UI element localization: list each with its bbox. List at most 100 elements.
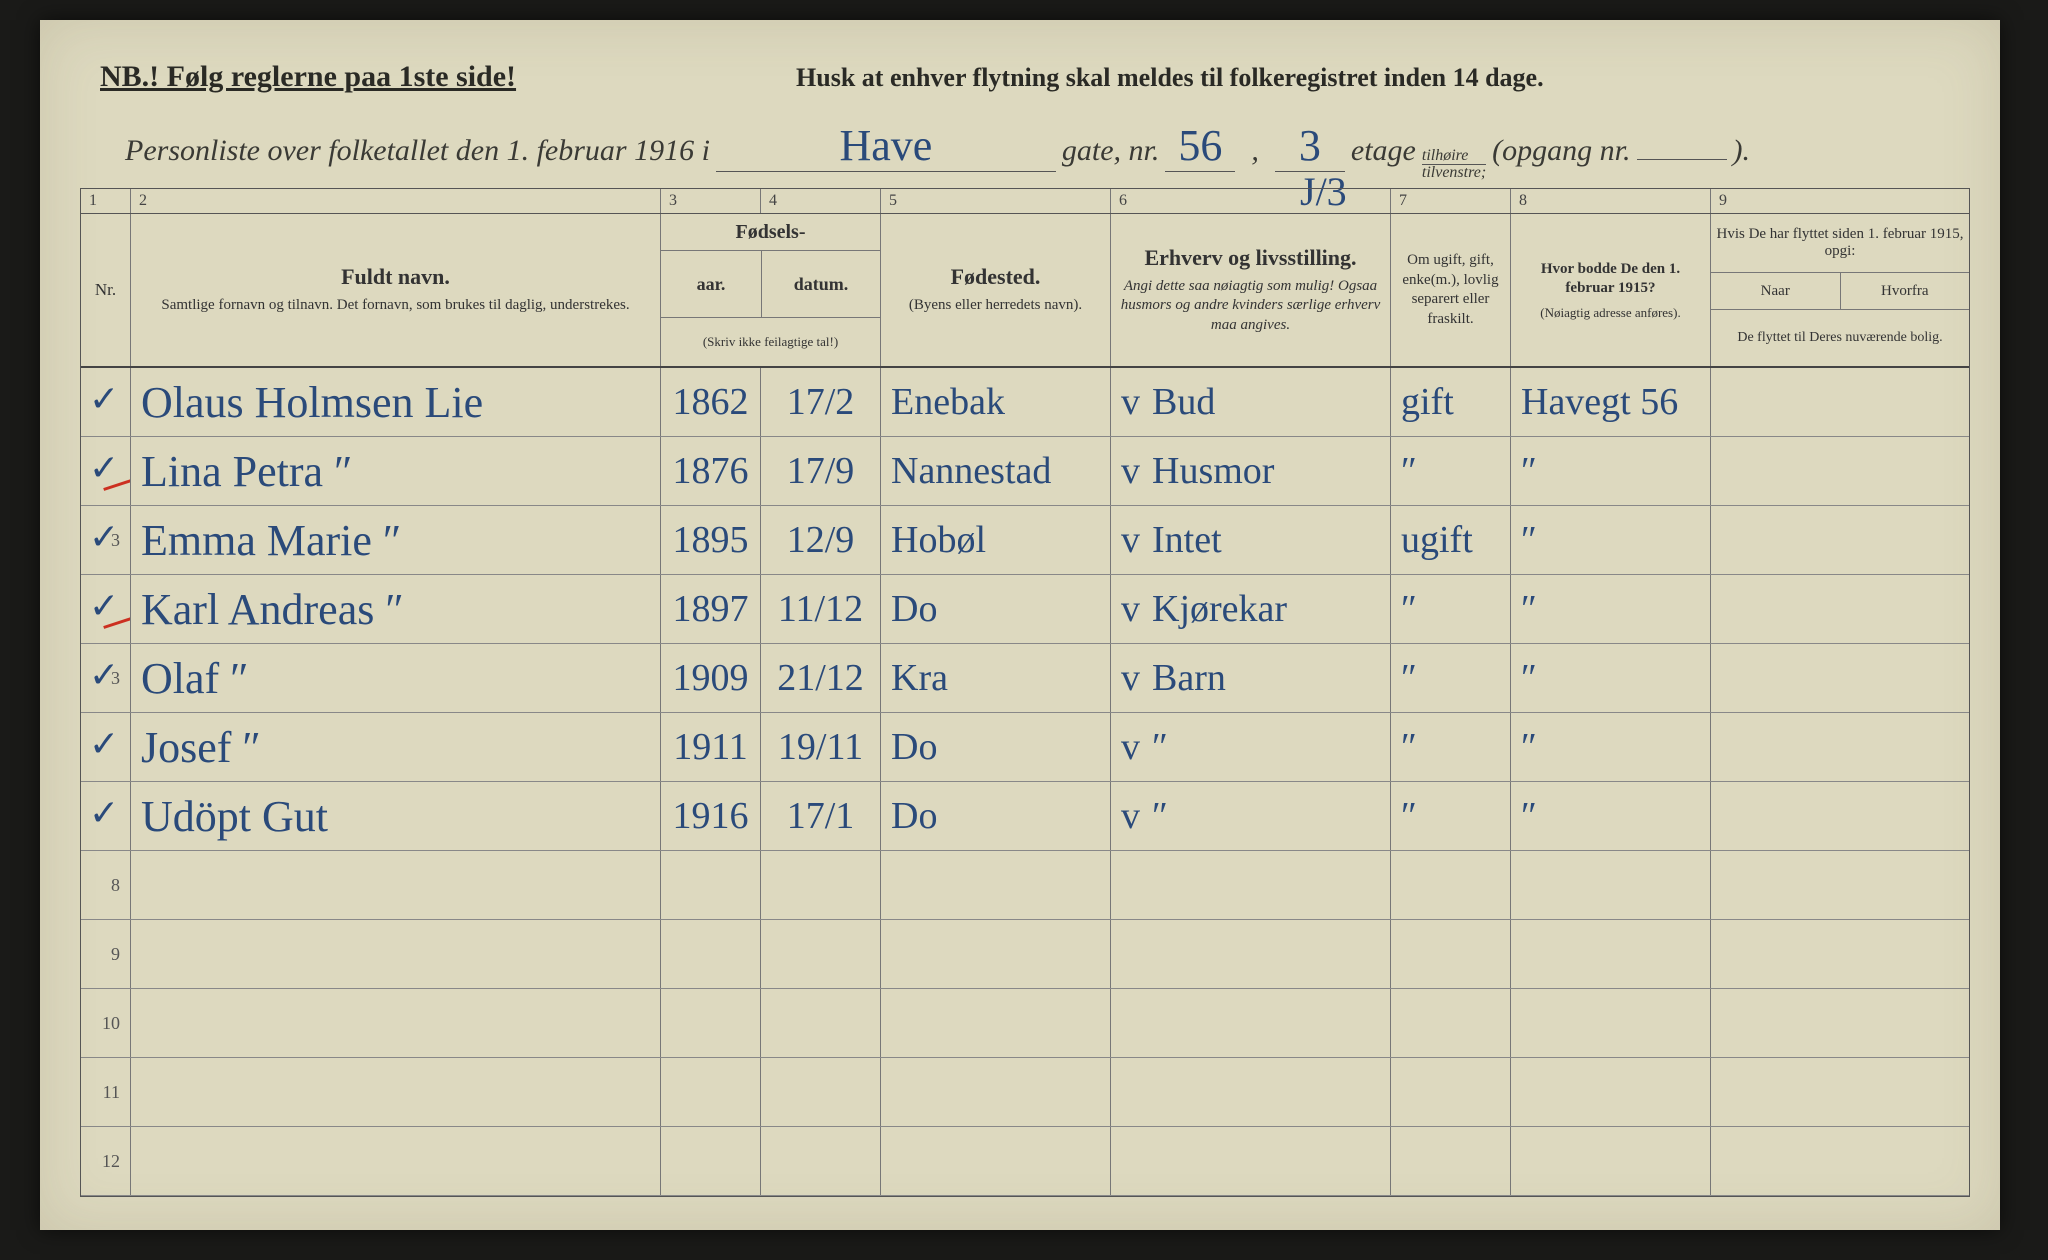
cell-place	[881, 920, 1111, 988]
cell-date	[761, 920, 881, 988]
cell-status	[1391, 851, 1511, 919]
cell-status: ″	[1391, 644, 1511, 712]
cell-moved	[1711, 713, 1969, 781]
cell-moved	[1711, 644, 1969, 712]
table-row: 8	[81, 851, 1969, 920]
etage-label: etage	[1351, 134, 1416, 168]
cell-status: gift	[1391, 368, 1511, 436]
cell-date	[761, 1058, 881, 1126]
cell-occupation	[1111, 1127, 1391, 1195]
cell-year	[661, 1058, 761, 1126]
cell-occupation: vHusmor	[1111, 437, 1391, 505]
cell-prev-addr: ″	[1511, 437, 1711, 505]
cell-year: 1897	[661, 575, 761, 643]
cell-place: Nannestad	[881, 437, 1111, 505]
top-instruction-line: NB.! Følg reglerne paa 1ste side! Husk a…	[100, 60, 1940, 94]
cell-moved	[1711, 989, 1969, 1057]
census-form-page: NB.! Følg reglerne paa 1ste side! Husk a…	[40, 20, 2000, 1230]
cell-date: 17/1	[761, 782, 881, 850]
cell-occupation	[1111, 851, 1391, 919]
cell-date	[761, 1127, 881, 1195]
table-row: ✓ 3 Emma Marie ″ 1895 12/9 Hobøl vIntet …	[81, 506, 1969, 575]
cell-occupation: vBarn	[1111, 644, 1391, 712]
cell-date: 19/11	[761, 713, 881, 781]
cell-year	[661, 1127, 761, 1195]
checkmark-icon: ✓	[89, 447, 119, 489]
cell-name: Udöpt Gut	[131, 782, 661, 850]
cell-prev-addr: ″	[1511, 506, 1711, 574]
table-row: ✓ Udöpt Gut 1916 17/1 Do v″ ″ ″	[81, 782, 1969, 851]
gate-nr-field: 56	[1165, 120, 1235, 172]
cell-prev-addr: ″	[1511, 575, 1711, 643]
cell-place: Do	[881, 782, 1111, 850]
cell-status: ″	[1391, 782, 1511, 850]
etage-field: 3	[1275, 120, 1345, 172]
row-nr: ✓	[81, 368, 131, 436]
table-row: 10	[81, 989, 1969, 1058]
cell-status: ″	[1391, 437, 1511, 505]
hdr-birthplace: Fødested. (Byens eller herredets navn).	[881, 214, 1111, 366]
cell-name: Olaus Holmsen Lie	[131, 368, 661, 436]
cell-occupation: v″	[1111, 713, 1391, 781]
table-row: ✓ Josef ″ 1911 19/11 Do v″ ″ ″	[81, 713, 1969, 782]
cell-date: 12/9	[761, 506, 881, 574]
hdr-prev-address: Hvor bodde De den 1. februar 1915? (Nøia…	[1511, 214, 1711, 366]
checkmark-icon: ✓	[89, 654, 119, 696]
cell-prev-addr: ″	[1511, 713, 1711, 781]
cell-moved	[1711, 575, 1969, 643]
cell-moved	[1711, 506, 1969, 574]
cell-status: ″	[1391, 713, 1511, 781]
hdr-name: Fuldt navn. Samtlige fornavn og tilnavn.…	[131, 214, 661, 366]
row-nr: ✓	[81, 575, 131, 643]
table-row: 11	[81, 1058, 1969, 1127]
cell-name: Karl Andreas ″	[131, 575, 661, 643]
table-row: 12	[81, 1127, 1969, 1196]
cell-status	[1391, 1127, 1511, 1195]
cell-year	[661, 989, 761, 1057]
cell-year	[661, 851, 761, 919]
row-nr: ✓	[81, 437, 131, 505]
row-nr: 10	[81, 989, 131, 1057]
title-prefix: Personliste over folketallet den 1. febr…	[125, 134, 710, 168]
cell-prev-addr: Havegt 56	[1511, 368, 1711, 436]
hdr-occupation: Erhverv og livsstilling. Angi dette saa …	[1111, 214, 1391, 366]
cell-place: Do	[881, 713, 1111, 781]
cell-place: Kra	[881, 644, 1111, 712]
cell-name	[131, 1127, 661, 1195]
cell-date: 17/9	[761, 437, 881, 505]
cell-status	[1391, 989, 1511, 1057]
cell-name: Lina Petra ″	[131, 437, 661, 505]
cell-name: Olaf ″	[131, 644, 661, 712]
column-header-row: Nr. Fuldt navn. Samtlige fornavn og tiln…	[81, 214, 1969, 368]
cell-occupation	[1111, 1058, 1391, 1126]
street-name-field: Have	[716, 120, 1056, 172]
cell-moved	[1711, 851, 1969, 919]
side-fraction: tilhøire tilvenstre;	[1422, 148, 1486, 181]
cell-moved	[1711, 368, 1969, 436]
checkmark-icon: ✓	[89, 723, 119, 765]
cell-status	[1391, 920, 1511, 988]
cell-status: ugift	[1391, 506, 1511, 574]
checkmark-icon: ✓	[89, 516, 119, 558]
cell-year: 1909	[661, 644, 761, 712]
cell-moved	[1711, 782, 1969, 850]
cell-occupation	[1111, 989, 1391, 1057]
cell-status	[1391, 1058, 1511, 1126]
cell-moved	[1711, 437, 1969, 505]
form-title-line: Personliste over folketallet den 1. febr…	[125, 120, 1940, 181]
census-table: 1 2 3 4 5 6 7 8 9 Nr. Fuldt navn. Samtli…	[80, 188, 1970, 1197]
row-nr: ✓	[81, 713, 131, 781]
table-row: ✓ 3 Olaf ″ 1909 21/12 Kra vBarn ″ ″	[81, 644, 1969, 713]
gate-label: gate, nr.	[1062, 134, 1160, 168]
cell-prev-addr: ″	[1511, 644, 1711, 712]
row-nr: 11	[81, 1058, 131, 1126]
row-nr: ✓ 3	[81, 506, 131, 574]
cell-prev-addr	[1511, 989, 1711, 1057]
cell-occupation: vKjørekar	[1111, 575, 1391, 643]
cell-moved	[1711, 920, 1969, 988]
cell-name: Josef ″	[131, 713, 661, 781]
cell-year: 1916	[661, 782, 761, 850]
cell-year	[661, 920, 761, 988]
cell-place: Enebak	[881, 368, 1111, 436]
cell-year: 1911	[661, 713, 761, 781]
